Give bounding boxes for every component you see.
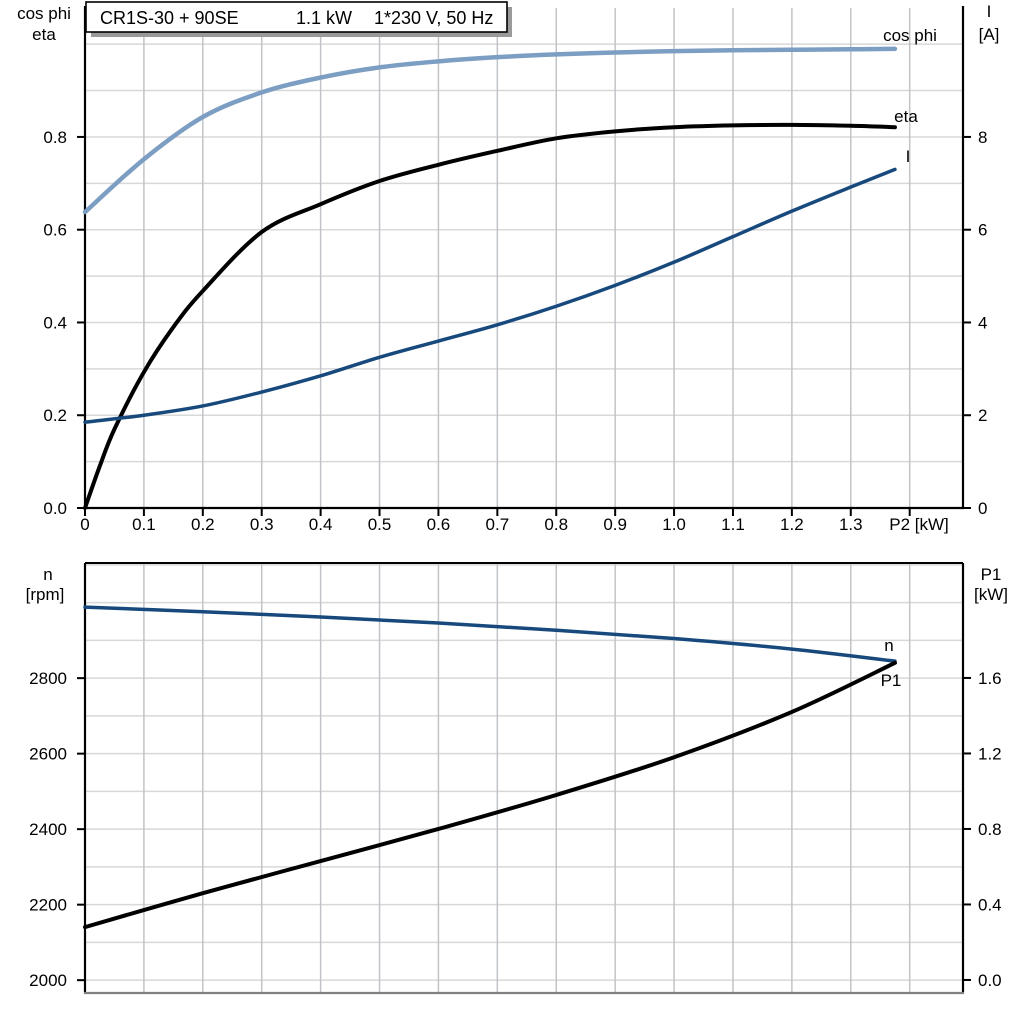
x-tick-label: 0.1 xyxy=(132,515,156,534)
curve-cos-phi xyxy=(82,46,898,215)
title-box: CR1S-30 + 90SE 1.1 kW 1*230 V, 50 Hz xyxy=(85,1,512,37)
left-tick-label: 2400 xyxy=(29,820,67,839)
bottom-left-axis-title-line2: [rpm] xyxy=(26,585,65,604)
left-tick-label: 2000 xyxy=(29,971,67,990)
curve-i xyxy=(83,167,897,424)
top-left-axis-title-line1: cos phi xyxy=(17,4,71,23)
x-tick-label: 0.7 xyxy=(486,515,510,534)
x-tick-label: 0.5 xyxy=(368,515,392,534)
charts-render-layer: 0 0.1 0.2 0.3 0.4 0.5 0.6 0.7 0.8 0.9 1.0 1.1 1.2 1.3… xyxy=(29,6,1002,995)
x-axis-unit-label: P2 [kW] xyxy=(889,515,949,534)
right-tick-label: 0.4 xyxy=(978,895,1002,914)
x-tick-label: 0.9 xyxy=(603,515,627,534)
chart-0: 0 0.1 0.2 0.3 0.4 0.5 0.6 0.7 0.8 0.9 1.0 1.1 1.2 1.3… xyxy=(43,6,987,534)
x-tick-label: 0 xyxy=(80,515,89,534)
title-box-frame xyxy=(85,1,508,33)
top-right-axis-title-line2: [A] xyxy=(979,25,1000,44)
right-tick-label: 0 xyxy=(978,499,987,518)
x-tick-label: 0.2 xyxy=(191,515,215,534)
right-tick-label: 0.8 xyxy=(978,820,1002,839)
left-tick-label: 2800 xyxy=(29,669,67,688)
left-tick-label: 0.6 xyxy=(43,221,67,240)
left-tick-label: 0.0 xyxy=(43,499,67,518)
left-tick-label: 2600 xyxy=(29,745,67,764)
curve-eta xyxy=(83,122,897,510)
right-tick-label: 2 xyxy=(978,406,987,425)
bottom-right-axis-title-line2: [kW] xyxy=(974,585,1008,604)
pump-voltage-title: 1*230 V, 50 Hz xyxy=(374,8,493,28)
x-tick-label: 1.0 xyxy=(662,515,686,534)
left-tick-label: 2200 xyxy=(29,896,67,915)
left-tick-label: 0.4 xyxy=(43,313,67,332)
left-tick-label: 0.8 xyxy=(43,128,67,147)
current-curve-label: I xyxy=(906,147,911,166)
cos-phi-curve-label: cos phi xyxy=(883,26,937,45)
curve-p1 xyxy=(83,660,897,930)
curve-n xyxy=(83,605,897,663)
right-tick-label: 4 xyxy=(978,313,987,332)
bottom-right-axis-title-line1: P1 xyxy=(981,565,1002,584)
chart-1: 2000 2200 2400 2600 2800 0.0 0.4 0.8 1.2 1.6 xyxy=(29,562,1002,995)
top-left-axis-title-line2: eta xyxy=(32,25,56,44)
speed-curve-label: n xyxy=(884,636,893,655)
x-tick-label: 0.4 xyxy=(309,515,333,534)
top-right-axis-title-line1: I xyxy=(987,2,992,21)
right-tick-label: 6 xyxy=(978,221,987,240)
x-tick-label: 1.1 xyxy=(721,515,745,534)
right-tick-label: 1.6 xyxy=(978,669,1002,688)
pump-power-title: 1.1 kW xyxy=(296,8,352,28)
pump-model-title: CR1S-30 + 90SE xyxy=(100,8,239,28)
right-tick-label: 8 xyxy=(978,128,987,147)
right-tick-label: 1.2 xyxy=(978,744,1002,763)
p1-curve-label: P1 xyxy=(881,671,902,690)
x-tick-label: 1.3 xyxy=(839,515,863,534)
bottom-left-axis-title-line1: n xyxy=(43,565,52,584)
left-tick-label: 0.2 xyxy=(43,406,67,425)
eta-curve-label: eta xyxy=(894,107,918,126)
x-tick-label: 0.3 xyxy=(250,515,274,534)
x-tick-label: 0.8 xyxy=(544,515,568,534)
x-tick-label: 0.6 xyxy=(427,515,451,534)
x-tick-label: 1.2 xyxy=(780,515,804,534)
right-tick-label: 0.0 xyxy=(978,971,1002,990)
